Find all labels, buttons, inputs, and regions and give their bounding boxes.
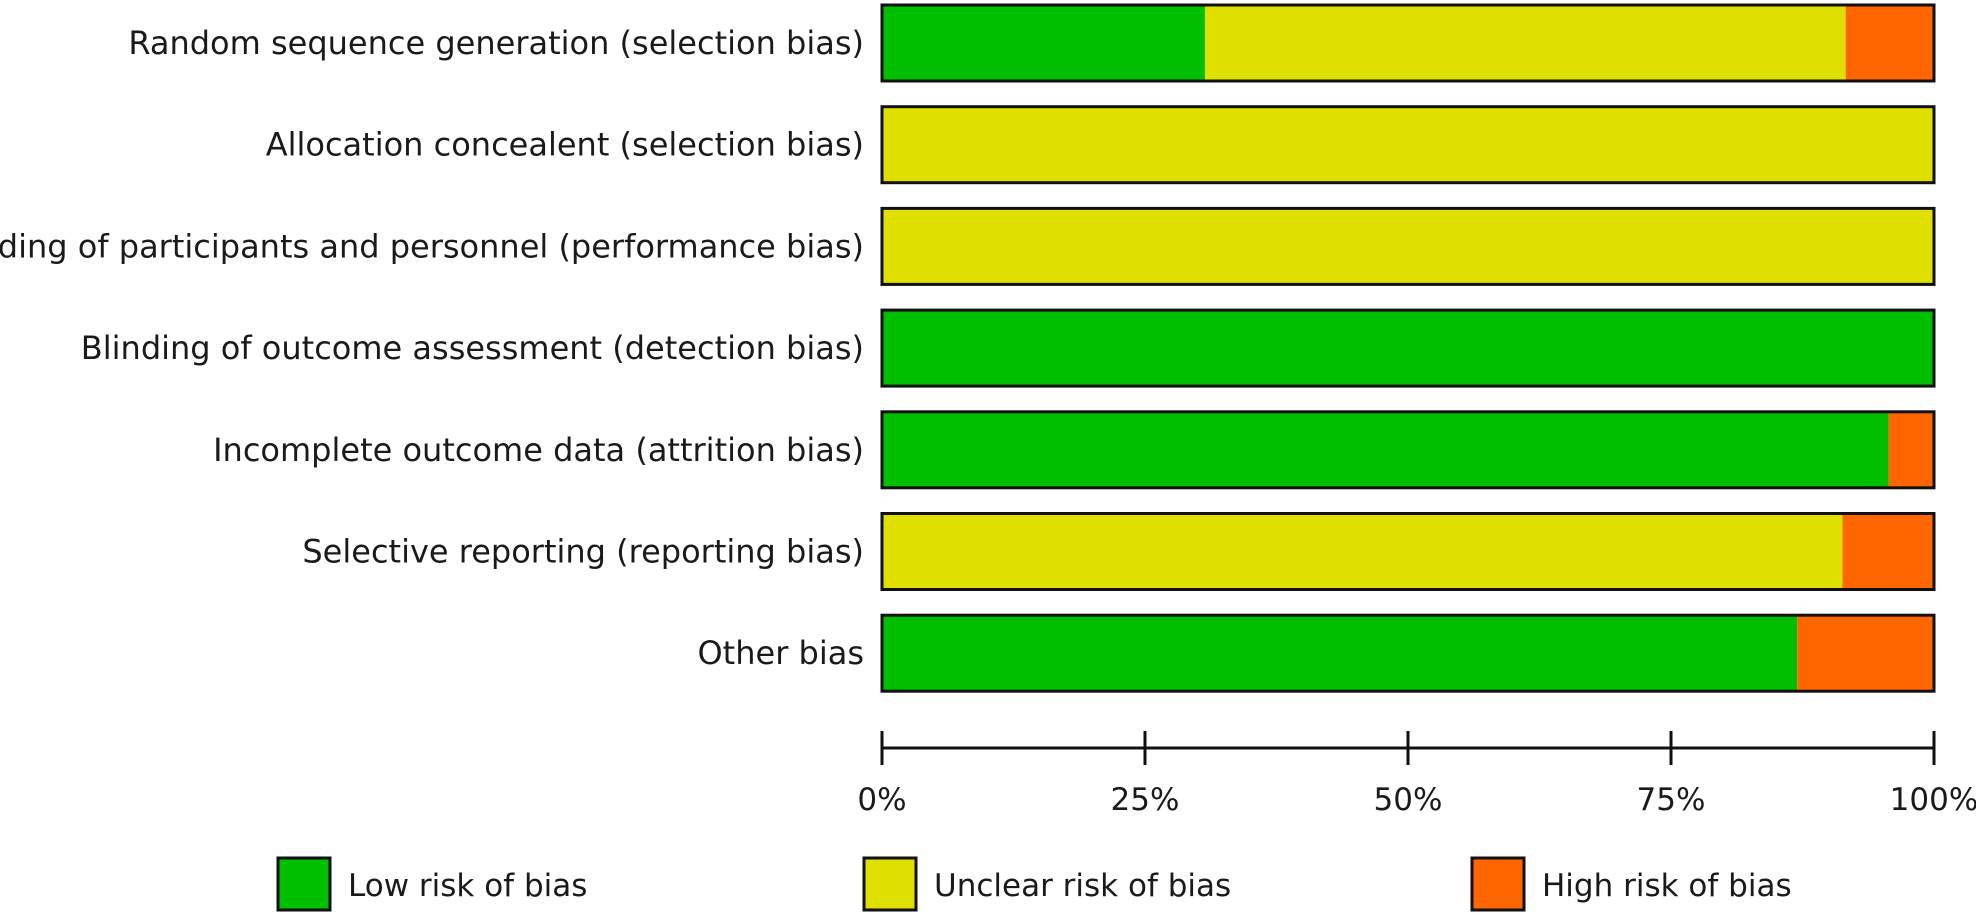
bar-outline (880, 105, 1936, 185)
bar-outline (880, 512, 1936, 591)
legend-label: Unclear risk of bias (934, 868, 1231, 904)
bar-segment-unclear-risk (1204, 5, 1846, 81)
bar-segment-unclear-risk (882, 513, 1843, 590)
category-label: Blinding of participants and personnel (… (0, 227, 864, 265)
category-label: Incomplete outcome data (attrition bias) (213, 431, 864, 469)
bar-segment-low-risk (882, 615, 1798, 692)
bar-outline (880, 206, 1936, 286)
legend: Low risk of bias Unclear risk of bias High… (276, 856, 1792, 912)
bar-segment-low-risk (882, 411, 1889, 488)
bar-segment-high-risk (1797, 615, 1934, 692)
legend-swatch (862, 856, 918, 912)
bar-segment-high-risk (1888, 411, 1934, 488)
bar-outline (880, 613, 1936, 693)
legend-swatch (276, 856, 332, 912)
legend-label: High risk of bias (1542, 868, 1792, 904)
bar-segment-high-risk (1842, 513, 1934, 590)
category-label: Other bias (697, 634, 864, 672)
x-tick-label: 50% (1374, 782, 1443, 818)
x-tick-label: 75% (1637, 782, 1706, 818)
legend-swatch (1470, 856, 1526, 912)
bar-segment-low-risk (882, 310, 1934, 387)
category-labels: Random sequence generation (selection bi… (0, 24, 864, 672)
legend-label: Low risk of bias (348, 868, 587, 904)
bar-segment-unclear-risk (882, 208, 1934, 285)
bar-outline (880, 410, 1936, 490)
x-tick-label: 100% (1890, 782, 1976, 818)
bar-outline (880, 3, 1936, 83)
x-axis: 0% 25% 50% 75% 100% (857, 731, 1976, 818)
bar-outline (880, 308, 1936, 388)
x-tick-label: 25% (1111, 782, 1180, 818)
bar-segment-high-risk (1845, 5, 1934, 81)
bars (880, 3, 1936, 693)
x-tick-label: 0% (857, 782, 906, 818)
category-label: Random sequence generation (selection bi… (128, 24, 864, 62)
category-label: Selective reporting (reporting bias) (302, 533, 864, 571)
bar-segment-unclear-risk (882, 106, 1934, 183)
category-label: Blinding of outcome assessment (detectio… (81, 329, 864, 367)
category-label: Allocation concealent (selection bias) (266, 126, 864, 164)
bar-segment-low-risk (882, 5, 1205, 81)
